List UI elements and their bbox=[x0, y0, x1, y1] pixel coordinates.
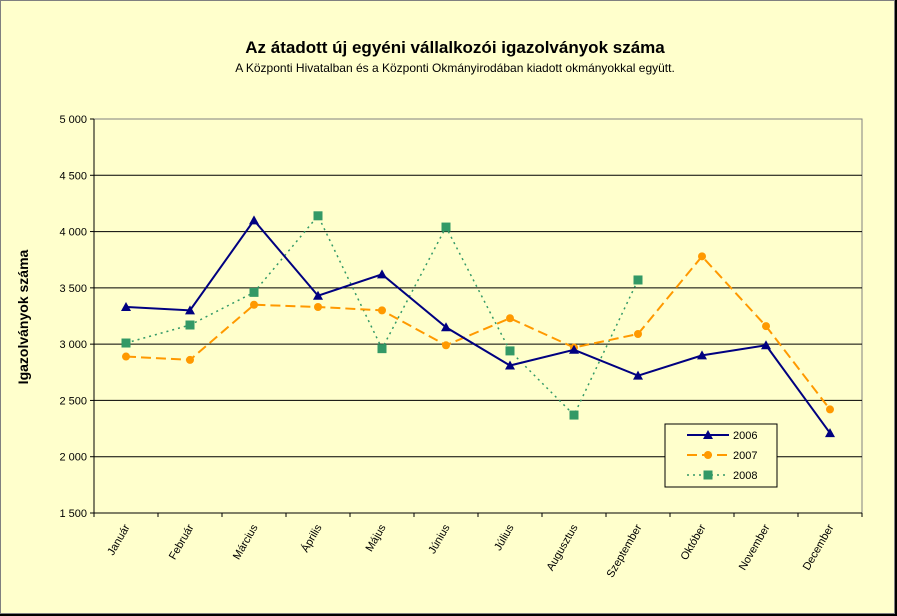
data-point bbox=[121, 338, 131, 348]
data-point bbox=[441, 322, 451, 332]
y-tick-label: 2 500 bbox=[59, 395, 87, 407]
x-tick-label: Május bbox=[364, 522, 389, 554]
y-tick-label: 3 500 bbox=[59, 283, 87, 295]
legend-label: 2006 bbox=[733, 430, 757, 442]
data-point bbox=[826, 405, 834, 414]
data-point bbox=[442, 341, 450, 350]
legend-marker bbox=[703, 470, 713, 480]
legend-item-2006: 2006 bbox=[687, 430, 757, 442]
data-point bbox=[122, 352, 130, 361]
legend-marker bbox=[703, 430, 713, 439]
data-point bbox=[505, 346, 515, 356]
data-point bbox=[377, 344, 387, 354]
legend-label: 2008 bbox=[733, 470, 757, 482]
y-tick-label: 4 000 bbox=[59, 227, 87, 239]
data-point bbox=[313, 290, 323, 300]
x-tick-label: December bbox=[801, 522, 837, 572]
data-point bbox=[633, 275, 643, 285]
data-point bbox=[377, 269, 387, 279]
data-point bbox=[633, 370, 643, 380]
data-point bbox=[250, 300, 258, 309]
data-point bbox=[505, 360, 515, 370]
series-line-2006 bbox=[125, 218, 831, 434]
data-point bbox=[569, 410, 579, 420]
x-tick-label: Október bbox=[679, 522, 709, 562]
x-tick-label: Április bbox=[298, 522, 324, 555]
legend: 2006 2007 2008 bbox=[664, 423, 778, 488]
data-point bbox=[249, 287, 259, 297]
series-2007 bbox=[122, 252, 834, 414]
x-tick-label: Január bbox=[105, 522, 132, 557]
y-tick-label: 2 000 bbox=[59, 452, 87, 464]
x-tick-label: Június bbox=[426, 522, 453, 556]
x-tick-label: Szeptember bbox=[605, 522, 645, 580]
x-tick-label: Július bbox=[492, 522, 517, 553]
data-point bbox=[185, 305, 195, 315]
x-tick-label: Február bbox=[167, 522, 197, 562]
legend-marker bbox=[704, 451, 712, 459]
legend-item-2007: 2007 bbox=[687, 450, 757, 462]
y-tick-label: 5 000 bbox=[59, 114, 87, 126]
legend-label: 2007 bbox=[733, 450, 757, 462]
data-point bbox=[185, 320, 195, 330]
y-tick-label: 1 500 bbox=[59, 508, 87, 520]
data-point bbox=[569, 344, 579, 354]
data-point bbox=[506, 314, 514, 323]
data-point bbox=[634, 330, 642, 339]
chart-title: Az átadott új egyéni vállalkozói igazolv… bbox=[245, 38, 665, 57]
x-tick-label: Március bbox=[231, 522, 261, 562]
data-point bbox=[249, 215, 259, 225]
data-point bbox=[313, 211, 323, 221]
series-line-2007 bbox=[125, 254, 831, 411]
data-point bbox=[697, 350, 707, 360]
data-point bbox=[378, 306, 386, 315]
y-tick-label: 3 000 bbox=[59, 339, 87, 351]
legend-item-2008: 2008 bbox=[687, 470, 757, 482]
x-tick-label: Augusztus bbox=[545, 522, 581, 573]
series-group bbox=[121, 211, 835, 438]
chart-subtitle: A Központi Hivatalban és a Központi Okmá… bbox=[235, 61, 675, 75]
y-tick-label: 4 500 bbox=[59, 170, 87, 182]
data-point bbox=[761, 340, 771, 350]
data-point bbox=[186, 355, 194, 364]
data-point bbox=[762, 322, 770, 331]
y-axis-label: Igazolványok száma bbox=[15, 249, 31, 384]
series-2006 bbox=[121, 215, 835, 438]
data-point bbox=[314, 302, 322, 311]
data-point bbox=[441, 222, 451, 232]
data-point bbox=[825, 428, 835, 438]
x-tick-label: November bbox=[737, 522, 773, 572]
data-point bbox=[121, 301, 131, 311]
data-point bbox=[698, 252, 706, 261]
series-2008 bbox=[121, 211, 643, 420]
